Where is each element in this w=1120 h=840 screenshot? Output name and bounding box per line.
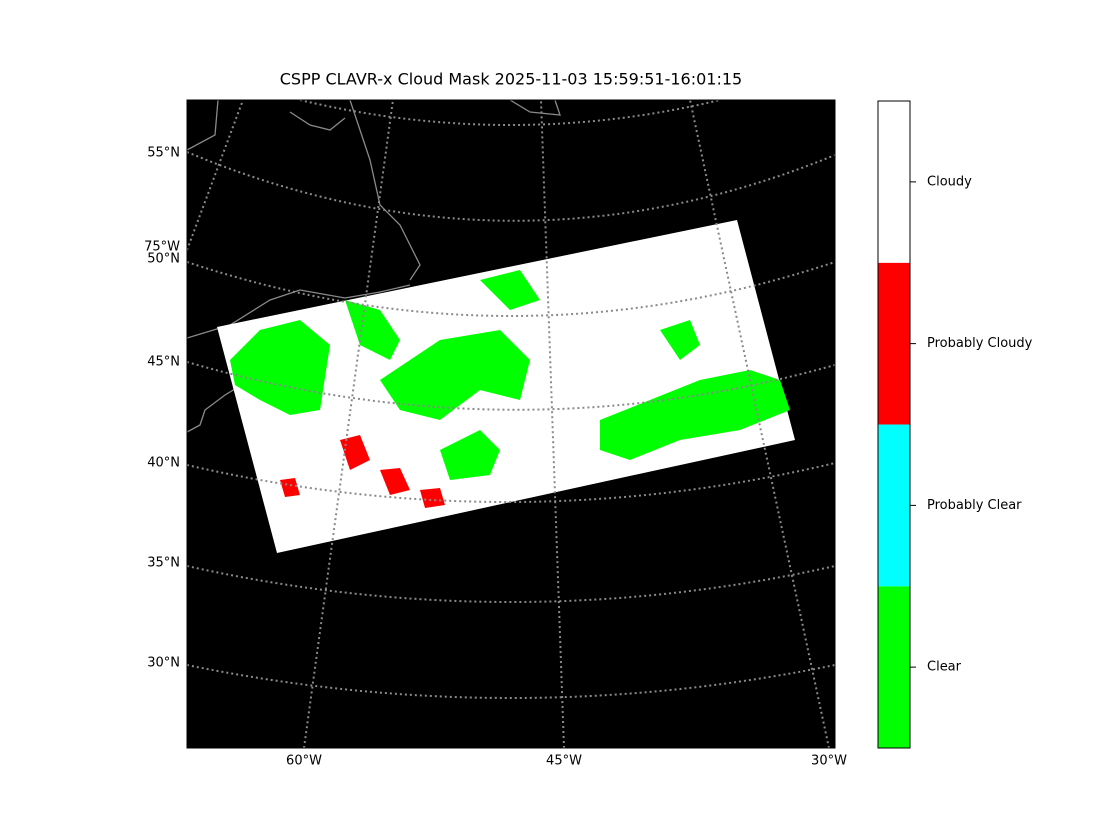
colorbar-segment [878, 424, 910, 587]
colorbar-segment [878, 262, 910, 425]
parallel [187, 664, 835, 699]
colorbar-label: Cloudy [927, 174, 972, 189]
probably-cloudy-areas [280, 435, 445, 508]
colorbar-segment [878, 101, 910, 263]
meridian [187, 100, 244, 251]
latitude-label: 35°N [147, 556, 180, 571]
meridian [540, 100, 565, 748]
colorbar-segment [878, 586, 910, 748]
latitude-label: 45°N [147, 355, 180, 370]
colorbar-label: Probably Cloudy [927, 336, 1033, 351]
meridian [689, 100, 830, 748]
longitude-label: 60°W [286, 754, 322, 769]
latitude-label: 55°N [147, 146, 180, 161]
latitude-label: 50°N [147, 252, 180, 267]
map [187, 100, 835, 748]
longitude-label: 30°W [811, 754, 847, 769]
colorbar-label: Clear [927, 660, 962, 675]
parallel [187, 261, 835, 317]
title: CSPP CLAVR-x Cloud Mask 2025-11-03 15:59… [280, 70, 742, 89]
parallel [187, 462, 835, 503]
longitude-label: 45°W [546, 754, 582, 769]
map-frame [186, 99, 836, 749]
parallel [187, 565, 835, 603]
colorbar-label: Probably Clear [927, 498, 1022, 513]
latitude-label: 30°N [147, 656, 180, 671]
colorbar-frame [877, 100, 911, 749]
meridian [303, 100, 394, 748]
latitude-label: 40°N [147, 456, 180, 471]
latitude-label: 75°W [144, 240, 180, 255]
parallel [299, 100, 721, 126]
clear-areas [230, 270, 790, 480]
